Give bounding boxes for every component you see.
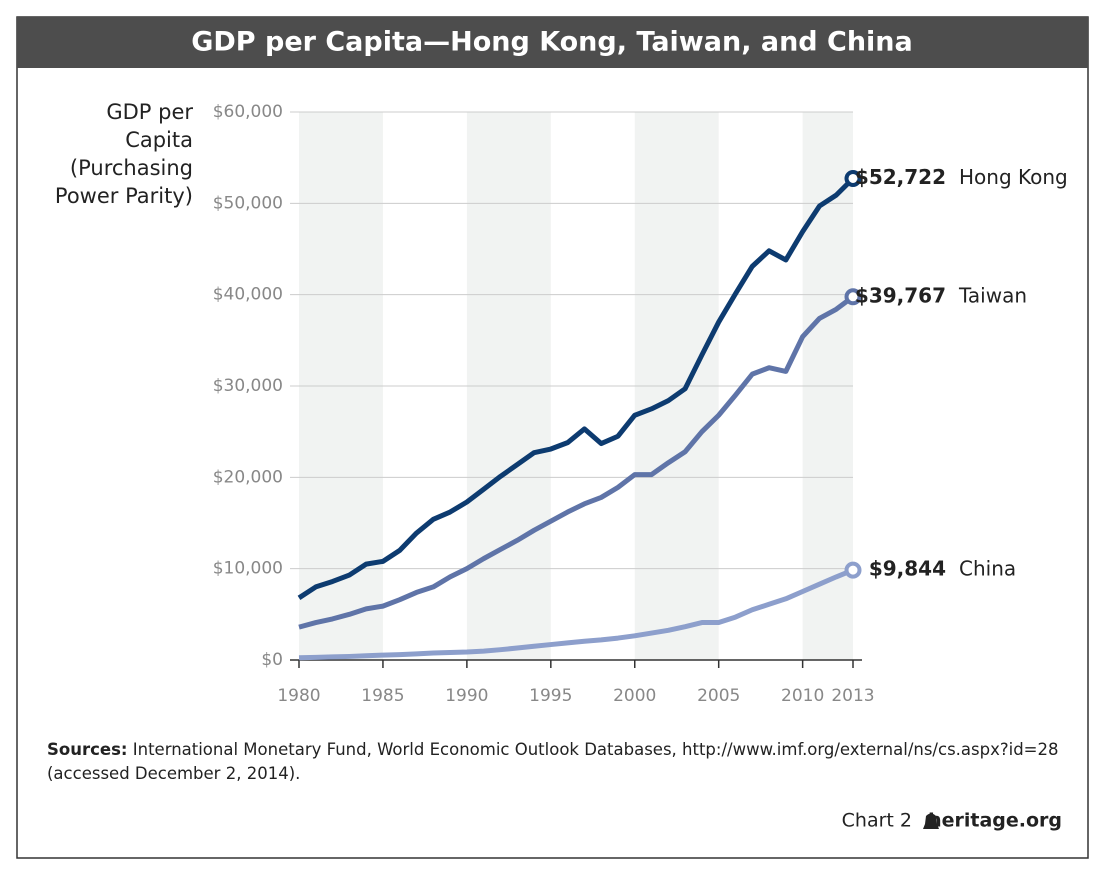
y-axis-label: Power Parity) [55, 184, 193, 208]
source-label: Sources: [47, 740, 128, 759]
source-note: Sources: International Monetary Fund, Wo… [47, 738, 1067, 786]
source-text: International Monetary Fund, World Econo… [47, 740, 1059, 783]
series-line [298, 294, 855, 630]
y-tick-label: $0 [261, 650, 283, 670]
x-tick-label: 2000 [613, 686, 656, 706]
series-line [298, 567, 854, 661]
value-label: $39,767 [855, 283, 946, 307]
y-tick-label: $30,000 [213, 376, 283, 396]
end-marker [844, 561, 862, 579]
x-tick-label: 1980 [277, 686, 320, 706]
x-tick-label: 2005 [697, 686, 740, 706]
y-tick-label: $50,000 [213, 193, 283, 213]
x-tick-label: 1990 [445, 686, 488, 706]
series-line [297, 176, 855, 600]
y-tick-label: $10,000 [213, 559, 283, 579]
x-tick-label: 1985 [361, 686, 404, 706]
end-marker [844, 169, 862, 187]
legend-label: China [959, 557, 1016, 581]
value-label: $9,844 [869, 557, 946, 581]
y-tick-label: $20,000 [213, 467, 283, 487]
y-tick-label: $40,000 [213, 285, 283, 305]
publisher: heritage.org [928, 810, 1062, 832]
y-axis-label: Capita [125, 128, 193, 152]
legend-label: Taiwan [958, 283, 1027, 307]
x-tick-label: 2010 [781, 686, 824, 706]
x-tick-label: 1995 [529, 686, 572, 706]
y-tick-label: $60,000 [213, 102, 283, 122]
value-label: $52,722 [855, 165, 946, 189]
title-bar [17, 17, 1088, 68]
chart-title: GDP per Capita—Hong Kong, Taiwan, and Ch… [191, 27, 913, 58]
legend-label: Hong Kong [959, 165, 1068, 189]
end-marker [844, 288, 862, 306]
logo [923, 813, 939, 829]
y-axis-label: GDP per [106, 100, 193, 124]
x-tick-label: 2013 [831, 686, 874, 706]
plot: $0 $10,000 $20,000 $30,000 $40,000 $50,000 $60… [55, 100, 1068, 706]
chart-label: Chart 2 [842, 810, 912, 832]
y-axis-label: (Purchasing [70, 156, 193, 180]
